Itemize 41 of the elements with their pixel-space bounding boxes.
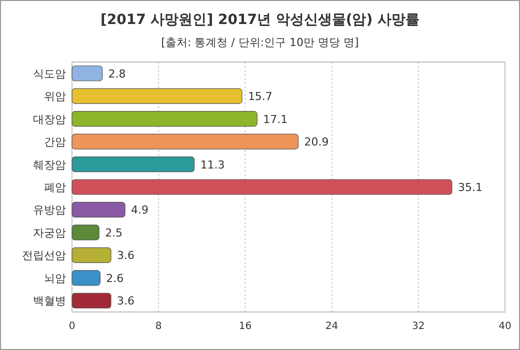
bar	[72, 270, 100, 286]
bar	[72, 156, 195, 172]
y-tick-label: 폐암	[44, 181, 66, 194]
x-tick-label: 40	[498, 321, 512, 332]
data-label: 4.9	[131, 204, 149, 217]
data-label: 3.6	[116, 294, 134, 308]
y-tick-label: 위암	[44, 90, 66, 104]
data-label: 2.5	[105, 226, 123, 240]
bar	[72, 66, 103, 82]
data-label: 3.6	[116, 249, 134, 262]
y-tick-label: 자궁암	[33, 226, 66, 240]
x-tick-label: 8	[155, 321, 162, 332]
x-tick-label: 24	[325, 321, 338, 332]
x-tick-label: 32	[412, 321, 425, 332]
y-tick-label: 췌장암	[33, 158, 66, 172]
bar	[72, 134, 299, 150]
y-tick-label: 뇌암	[44, 272, 66, 285]
bar	[72, 88, 242, 104]
data-label: 15.7	[248, 90, 272, 104]
chart-title: [2017 사망원인] 2017년 악성신생물(암) 사망률	[100, 12, 420, 28]
x-tick-label: 16	[238, 321, 252, 332]
bar	[72, 224, 100, 240]
y-tick-label: 식도암	[33, 67, 66, 80]
y-tick-label: 전립선암	[22, 249, 66, 262]
bar	[72, 111, 258, 127]
data-label: 2.8	[108, 67, 126, 80]
y-tick-label: 유방암	[33, 204, 66, 217]
bar	[72, 202, 126, 218]
data-label: 11.3	[200, 158, 225, 172]
x-tick-label: 0	[68, 321, 76, 332]
bar	[72, 292, 112, 308]
data-label: 17.1	[263, 112, 288, 126]
data-label: 35.1	[458, 181, 482, 194]
bar	[72, 179, 452, 195]
data-label: 2.6	[106, 272, 124, 285]
data-label: 20.9	[304, 136, 329, 149]
y-tick-label: 백혈병	[33, 294, 66, 308]
y-tick-label: 간암	[44, 136, 66, 149]
y-tick-label: 대장암	[33, 112, 66, 126]
chart-subtitle: [출처: 통계청 / 단위:인구 10만 명당 명]	[161, 36, 359, 49]
bar	[72, 247, 112, 263]
